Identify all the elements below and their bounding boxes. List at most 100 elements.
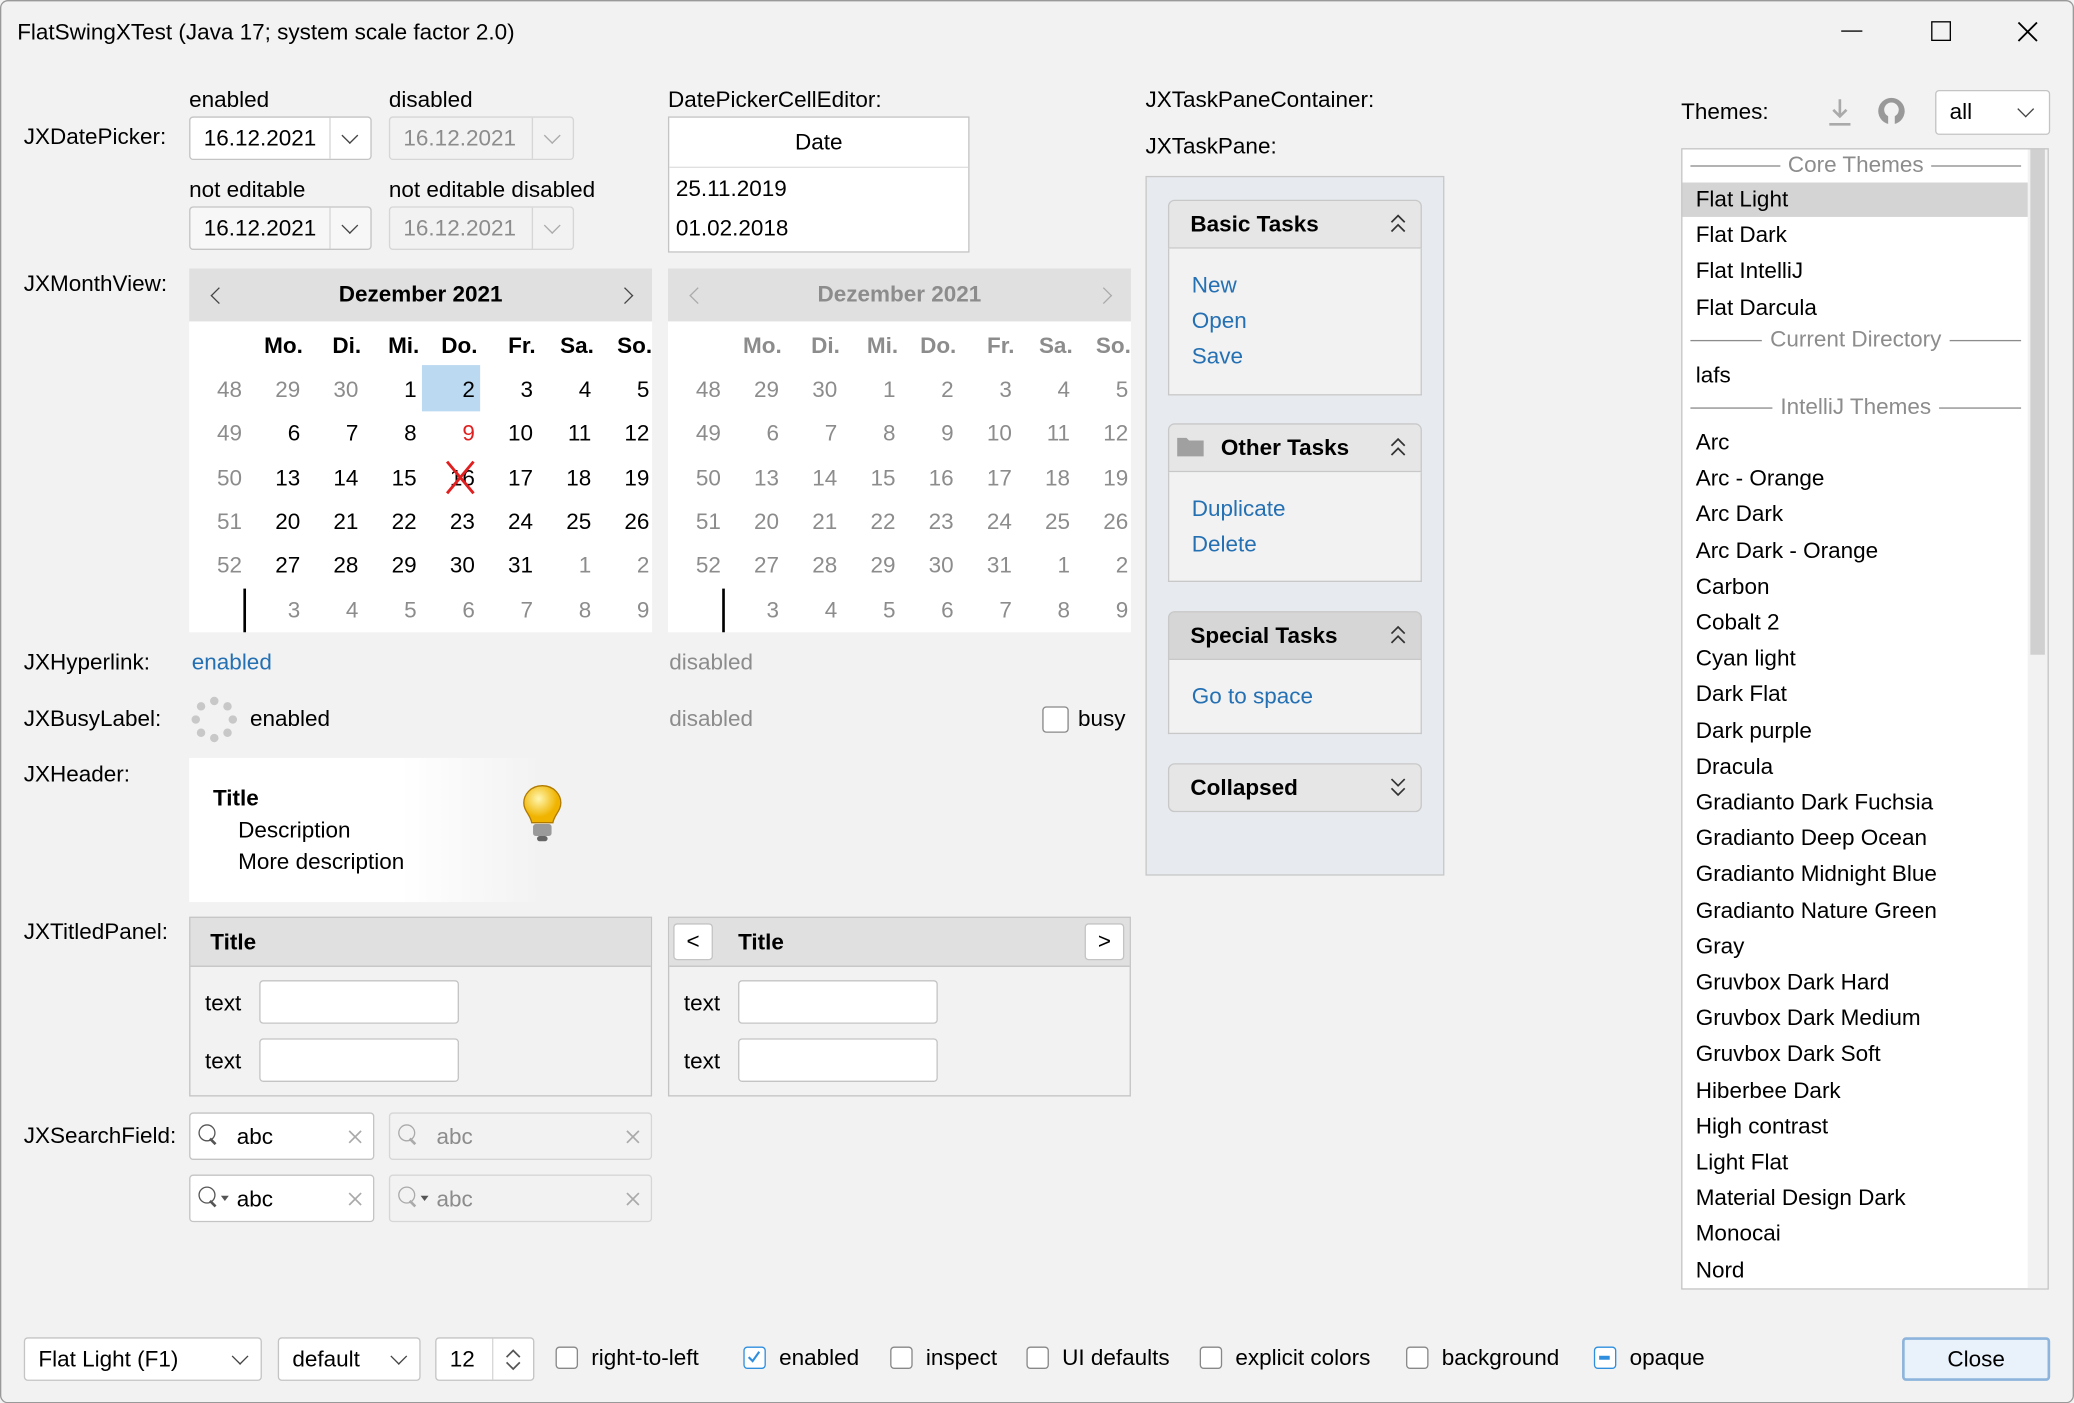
prev-button[interactable]: < [673,923,713,961]
font-size-spinner[interactable]: 12 [435,1337,535,1381]
maximize-button[interactable] [1931,21,1951,42]
text-input[interactable] [259,980,459,1024]
list-item[interactable]: Flat IntelliJ [1695,258,1804,284]
list-item[interactable]: Cyan light [1695,645,1796,671]
font-combo[interactable]: default [277,1337,421,1381]
list-item[interactable]: Gruvbox Dark Soft [1695,1041,1881,1067]
day-cell[interactable]: 21 [333,509,359,535]
day-cell[interactable]: 31 [508,553,534,579]
search-field[interactable]: abc [189,1174,375,1223]
checkbox-inspect[interactable] [890,1346,913,1369]
day-cell[interactable]: 30 [333,376,359,403]
checkbox-ui-defaults[interactable] [1026,1346,1049,1369]
day-cell[interactable]: 12 [624,421,650,447]
list-item[interactable]: Arc - Orange [1695,465,1825,491]
list-item[interactable]: lafs [1695,362,1731,388]
text-input[interactable] [738,1038,938,1082]
task-link-duplicate[interactable]: Duplicate [1191,496,1286,522]
day-cell[interactable]: 15 [391,465,417,491]
day-cell[interactable]: 5 [404,597,417,623]
list-item[interactable]: Gradianto Nature Green [1695,897,1937,923]
day-cell[interactable]: 27 [275,553,301,579]
list-item[interactable]: Gradianto Dark Fuchsia [1695,789,1934,815]
table-row[interactable]: 25.11.2019 [675,175,787,202]
day-cell[interactable]: 4 [345,597,359,623]
close-window-button[interactable] [2017,21,2038,42]
checkbox-background[interactable] [1406,1346,1429,1369]
day-cell[interactable]: 13 [275,465,301,491]
spinner-arrows-icon[interactable] [492,1338,533,1380]
day-cell[interactable]: 23 [449,509,475,535]
next-button[interactable]: > [1084,923,1125,961]
list-item[interactable]: Flat Dark [1695,222,1787,248]
close-button[interactable]: Close [1902,1337,2051,1381]
datepicker-not-editable[interactable]: 16.12.2021 [189,206,372,250]
search-field[interactable]: abc [189,1112,375,1161]
day-cell[interactable]: 5 [636,376,650,403]
list-item[interactable]: Flat Light [1695,186,1789,212]
day-cell[interactable]: 2 [636,553,650,579]
table-row[interactable]: 01.02.2018 [675,215,789,241]
taskpane-header[interactable]: Other Tasks [1167,423,1422,473]
clear-icon[interactable] [348,1130,363,1145]
day-cell[interactable]: 9 [636,597,650,623]
day-cell[interactable]: 26 [624,509,650,535]
chevron-down-icon[interactable] [329,207,370,249]
checkbox-explicit-colors[interactable] [1199,1346,1223,1369]
day-cell[interactable]: 7 [520,597,534,623]
text-input[interactable] [259,1038,459,1082]
list-item[interactable]: Light Flat [1695,1149,1789,1175]
day-cell[interactable]: 8 [578,597,592,623]
list-item[interactable]: Gruvbox Dark Hard [1695,969,1890,995]
day-cell[interactable]: 2 [462,376,475,403]
day-cell[interactable]: 20 [275,509,301,535]
taskpane-header[interactable]: Basic Tasks [1167,199,1422,249]
list-item[interactable]: Cobalt 2 [1695,609,1780,635]
day-cell[interactable]: 30 [449,553,475,579]
day-cell[interactable]: 22 [391,509,417,535]
hyperlink-enabled[interactable]: enabled [191,649,272,675]
list-item[interactable]: Gradianto Deep Ocean [1695,825,1927,851]
themes-filter-combo[interactable]: all [1935,89,2051,135]
checkbox-right-to-left[interactable] [555,1346,579,1369]
day-cell[interactable]: 1 [404,376,417,403]
github-icon[interactable] [1876,95,1908,127]
checkbox-opaque[interactable] [1593,1346,1617,1369]
list-item[interactable]: Gruvbox Dark Medium [1695,1005,1921,1031]
download-icon[interactable] [1827,98,1853,127]
list-item[interactable]: Arc Dark [1695,501,1784,527]
task-link-new[interactable]: New [1191,272,1237,298]
themes-list[interactable]: Core Themes Flat Light Flat Dark Flat Intel… [1681,148,2049,1290]
list-item[interactable]: Flat Darcula [1695,294,1817,320]
day-cell[interactable]: 3 [287,597,301,623]
list-item[interactable]: Dark Flat [1695,681,1787,707]
day-cell[interactable]: 18 [566,465,592,491]
laf-combo[interactable]: Flat Light (F1) [23,1337,262,1381]
day-cell[interactable]: 29 [391,553,417,579]
day-cell[interactable]: 25 [566,509,592,535]
task-link-open[interactable]: Open [1191,308,1247,334]
list-item[interactable]: Arc [1695,429,1730,456]
scrollbar[interactable] [2027,149,2048,1289]
list-item[interactable]: Hiberbee Dark [1695,1077,1841,1103]
day-cell[interactable]: 3 [520,376,534,403]
day-cell[interactable]: 6 [462,597,475,623]
day-cell[interactable]: 17 [508,465,534,491]
list-item[interactable]: Dark purple [1695,717,1812,743]
taskpane-header[interactable]: Collapsed [1167,763,1422,813]
day-cell[interactable]: 14 [333,465,359,491]
checkbox-enabled[interactable] [743,1346,766,1369]
datepicker-enabled[interactable]: 16.12.2021 [189,116,372,161]
text-input[interactable] [738,980,938,1024]
day-cell[interactable]: 9 [462,421,475,447]
day-cell[interactable]: 11 [567,421,592,447]
list-item[interactable]: Carbon [1695,573,1770,599]
chevron-down-icon[interactable] [329,117,370,159]
day-cell[interactable]: 6 [287,421,301,447]
list-item[interactable]: Nord [1695,1257,1745,1283]
scrollbar-thumb[interactable] [2030,149,2045,655]
day-cell[interactable]: 7 [345,421,359,447]
task-link-save[interactable]: Save [1191,343,1244,370]
day-cell[interactable]: 8 [404,421,417,447]
task-link-delete[interactable]: Delete [1191,531,1257,557]
